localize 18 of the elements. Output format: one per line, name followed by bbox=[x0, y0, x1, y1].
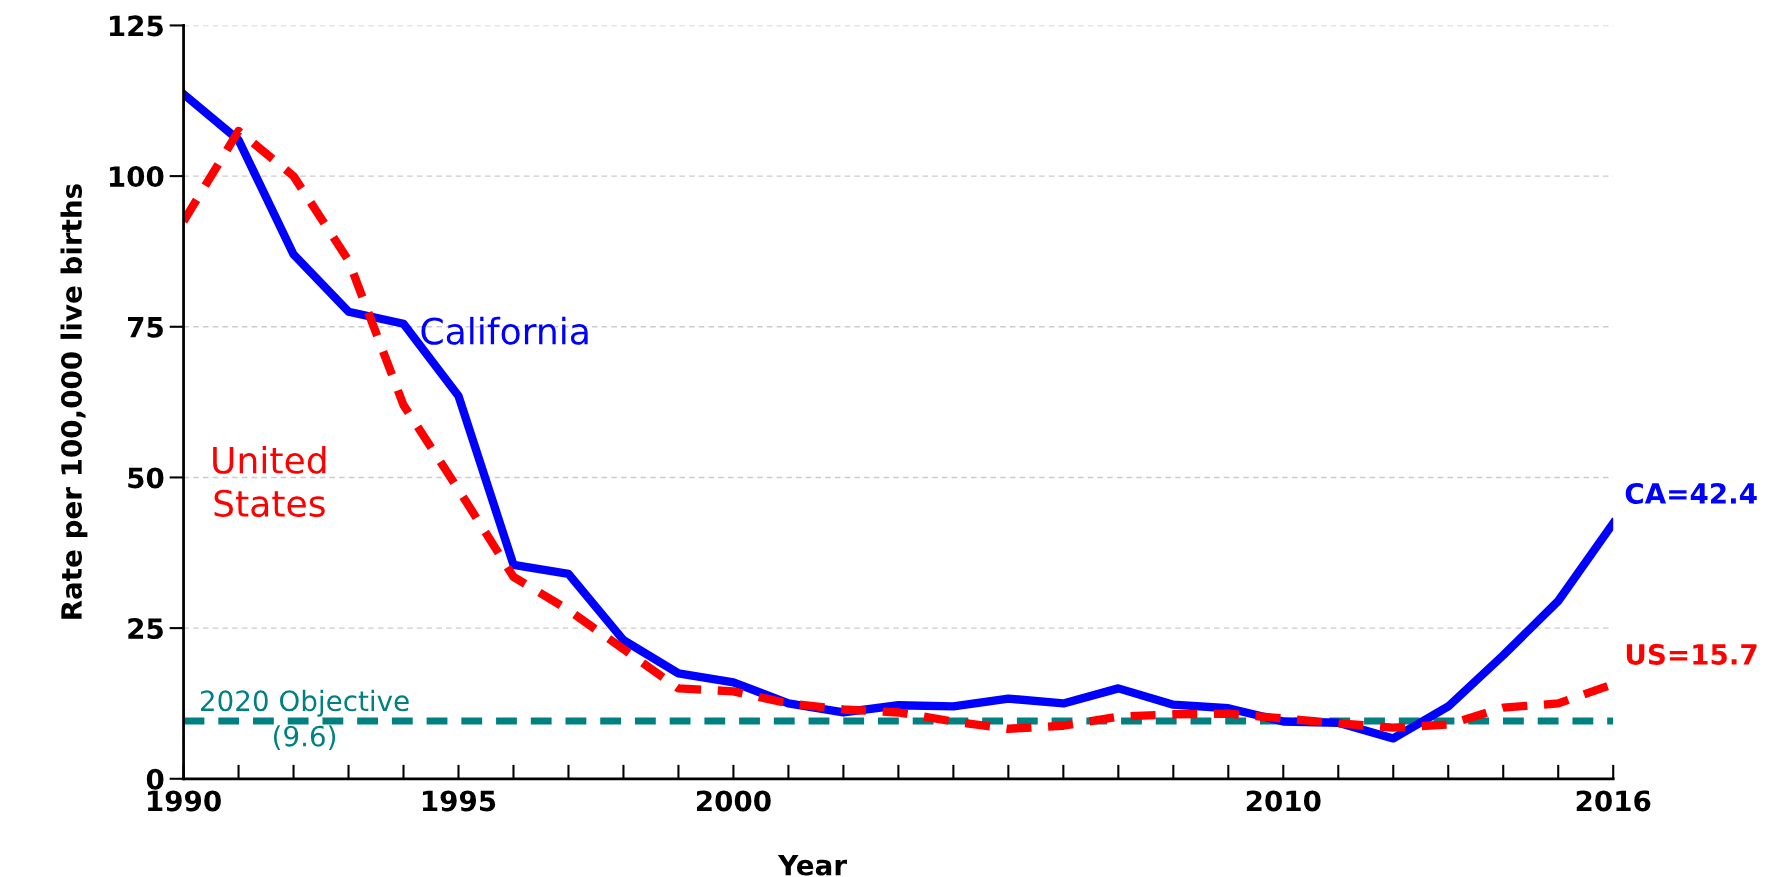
x-tick-label: 2010 bbox=[1246, 790, 1321, 812]
x-tick-label: 1995 bbox=[422, 790, 496, 812]
series-label: California bbox=[421, 316, 588, 345]
y-tick-label: 100 bbox=[109, 166, 164, 188]
text: United States bbox=[213, 445, 326, 518]
x-axis-title: Year bbox=[777, 854, 847, 876]
x-tick-label: 2000 bbox=[696, 790, 771, 812]
y-axis-title: Rate per 100,000 live births bbox=[60, 184, 88, 619]
y-tick-label: 25 bbox=[128, 618, 163, 640]
annotation: US=15.7 bbox=[1626, 643, 1757, 665]
y-tick-label: 50 bbox=[128, 467, 164, 489]
x-tick-label: 2016 bbox=[1576, 790, 1651, 812]
y-tick-label: 75 bbox=[128, 317, 163, 338]
annotation: CA=42.4 bbox=[1625, 482, 1757, 504]
y-tick-label: 0 bbox=[146, 768, 164, 790]
ref-line-label: 2020 Objective (9.6) bbox=[200, 689, 409, 750]
y-tick-label: 125 bbox=[109, 15, 163, 37]
x-tick-label: 1990 bbox=[148, 790, 221, 812]
